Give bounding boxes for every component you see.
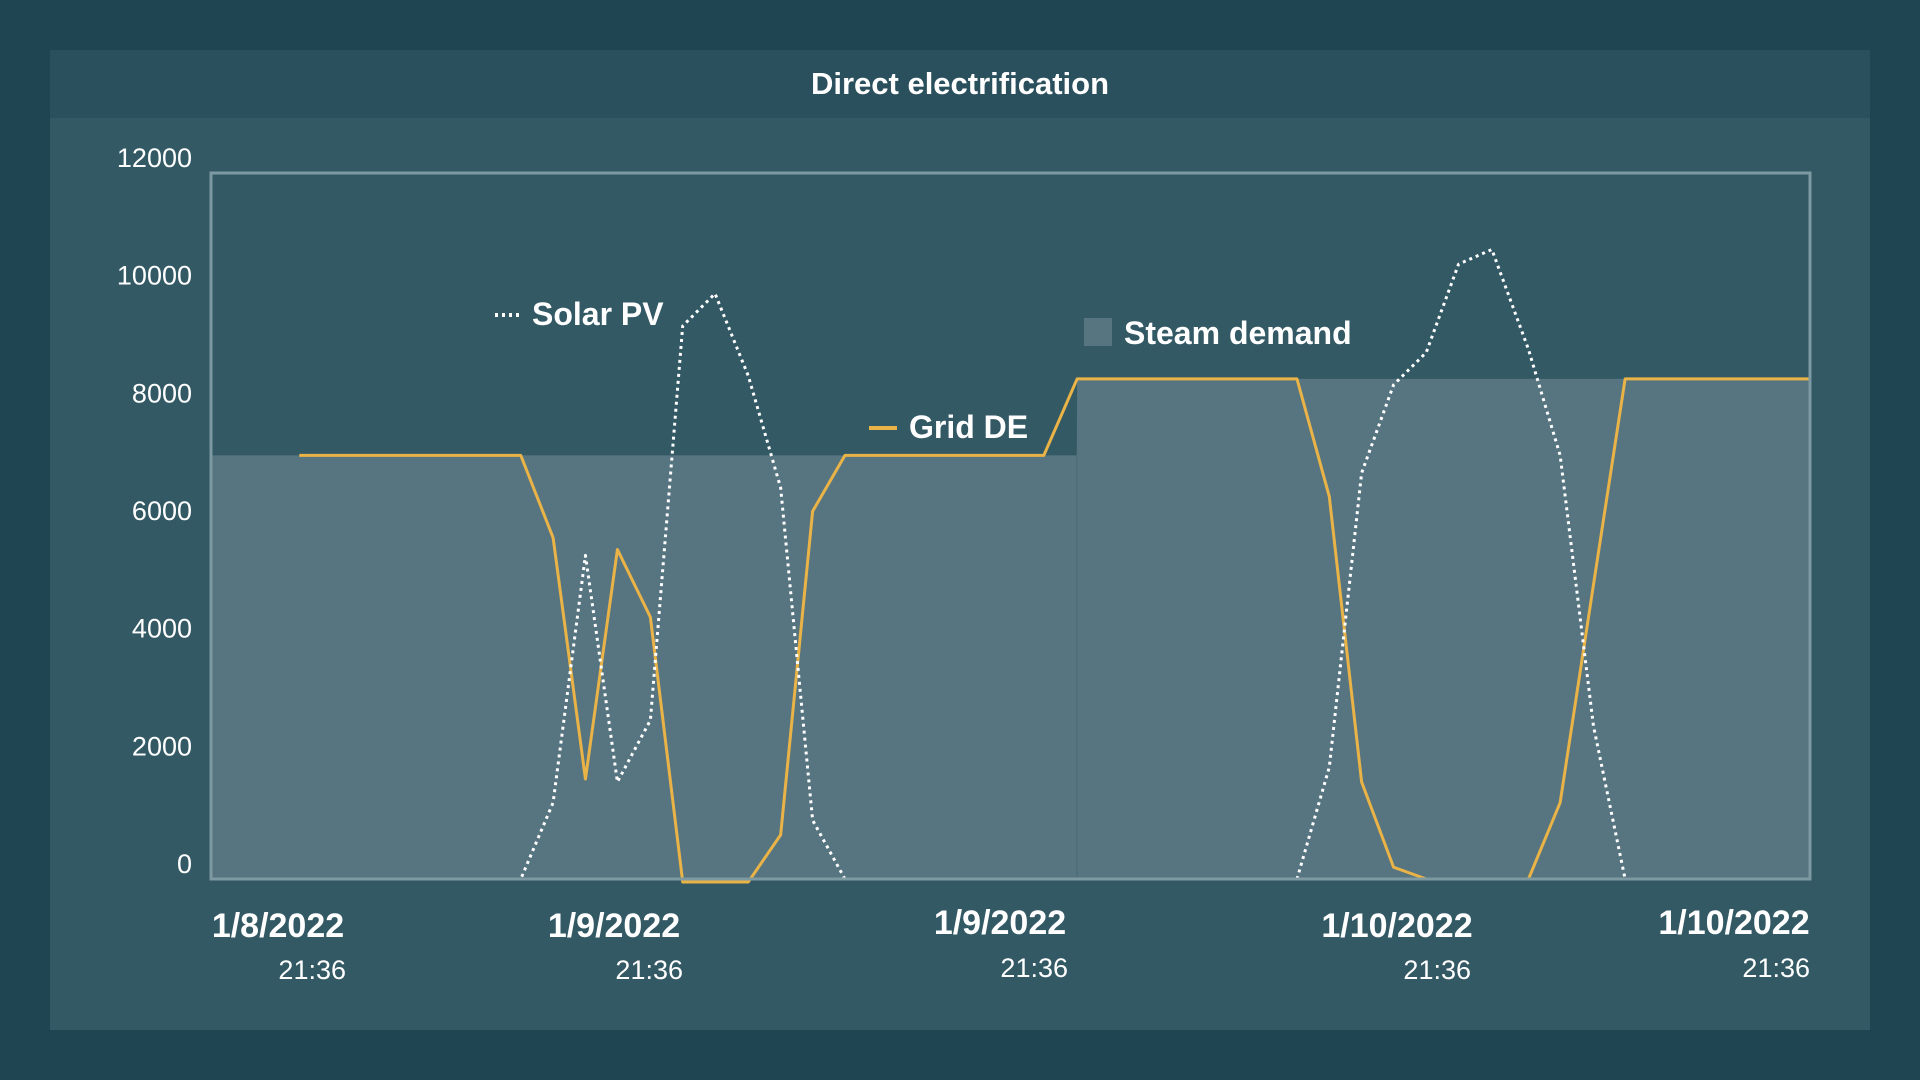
- x-tick-time-label: 21:36: [278, 955, 346, 985]
- x-tick-date-label: 1/8/2022: [212, 907, 344, 945]
- x-tick-time-label: 21:36: [615, 955, 683, 985]
- y-tick-label: 10000: [117, 261, 192, 291]
- y-tick-label: 2000: [132, 731, 192, 761]
- x-tick-time-label: 21:36: [1742, 953, 1810, 983]
- chart-title: Direct electrification: [50, 50, 1870, 118]
- y-tick-label: 6000: [132, 496, 192, 526]
- x-tick-date-label: 1/9/2022: [548, 907, 680, 945]
- plot-frame: [209, 171, 1812, 881]
- y-tick-label: 4000: [132, 614, 192, 644]
- x-tick-date-label: 1/10/2022: [1658, 904, 1809, 942]
- x-tick-time-label: 21:36: [1403, 955, 1471, 985]
- solar-pv-legend-label: Solar PV: [532, 296, 664, 332]
- y-tick-label: 8000: [132, 378, 192, 408]
- x-tick-time-label: 21:36: [1000, 953, 1068, 983]
- steam-demand-legend-swatch: [1084, 318, 1112, 346]
- y-tick-label: 12000: [117, 143, 192, 173]
- y-tick-label: 0: [177, 849, 192, 879]
- x-tick-date-label: 1/9/2022: [934, 904, 1066, 942]
- grid-de-legend-label: Grid DE: [909, 409, 1028, 445]
- steam-demand-legend-label: Steam demand: [1124, 315, 1352, 351]
- x-tick-date-label: 1/10/2022: [1321, 907, 1472, 945]
- steam-demand-area: [211, 378, 1810, 879]
